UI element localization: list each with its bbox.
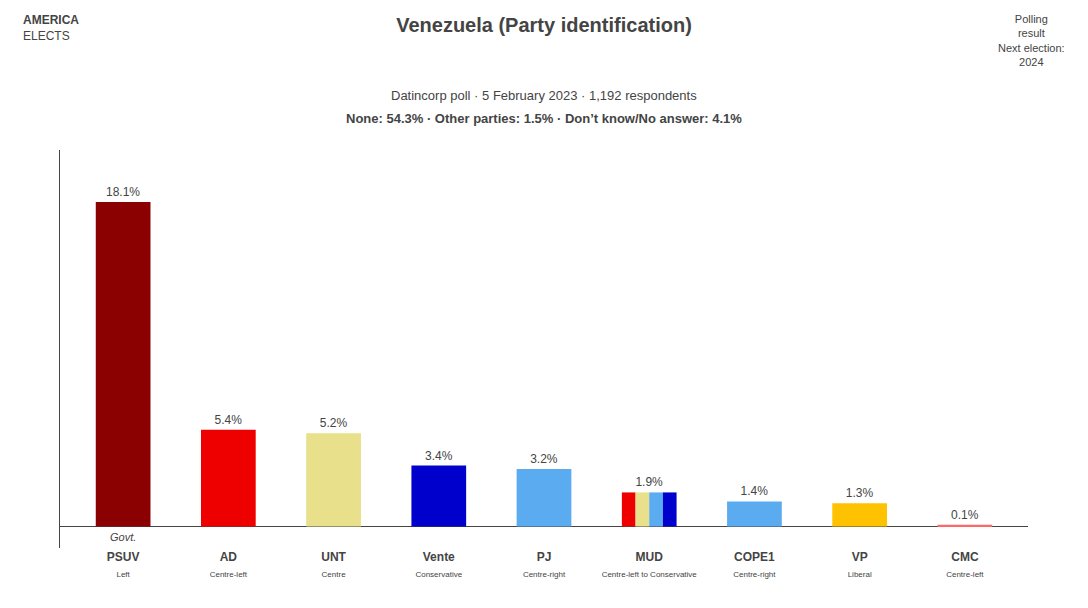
svg-text:0.1%: 0.1%: [951, 508, 979, 522]
svg-text:PSUVLeft: PSUVLeft: [107, 550, 140, 579]
svg-text:18.1%: 18.1%: [106, 185, 140, 199]
svg-text:CMCCentre-left: CMCCentre-left: [946, 550, 984, 579]
svg-text:PollingresultNext election:202: PollingresultNext election:2024: [998, 13, 1065, 68]
svg-text:AMERICAELECTS: AMERICAELECTS: [23, 13, 79, 43]
svg-text:VPLiberal: VPLiberal: [848, 550, 872, 579]
svg-text:1.9%: 1.9%: [635, 475, 663, 489]
svg-text:Govt.: Govt.: [110, 531, 136, 543]
svg-text:None: 54.3% · Other parties: 1: None: 54.3% · Other parties: 1.5% · Don’…: [346, 111, 742, 126]
svg-text:UNTCentre: UNTCentre: [321, 550, 346, 579]
svg-text:MUDCentre-left to Conservative: MUDCentre-left to Conservative: [602, 550, 698, 579]
svg-text:Venezuela (Party identificatio: Venezuela (Party identification): [396, 14, 692, 36]
svg-text:3.2%: 3.2%: [530, 452, 558, 466]
svg-text:ADCentre-left: ADCentre-left: [210, 550, 248, 579]
svg-text:1.3%: 1.3%: [846, 486, 874, 500]
svg-text:Datincorp poll · 5 February 20: Datincorp poll · 5 February 2023 · 1,192…: [391, 88, 697, 103]
svg-text:VenteConservative: VenteConservative: [415, 550, 462, 579]
svg-text:5.4%: 5.4%: [215, 413, 243, 427]
svg-text:COPE1Centre-right: COPE1Centre-right: [733, 550, 776, 579]
svg-text:3.4%: 3.4%: [425, 449, 453, 463]
svg-text:PJCentre-right: PJCentre-right: [523, 550, 566, 579]
svg-text:5.2%: 5.2%: [320, 416, 348, 430]
svg-text:1.4%: 1.4%: [741, 484, 769, 498]
